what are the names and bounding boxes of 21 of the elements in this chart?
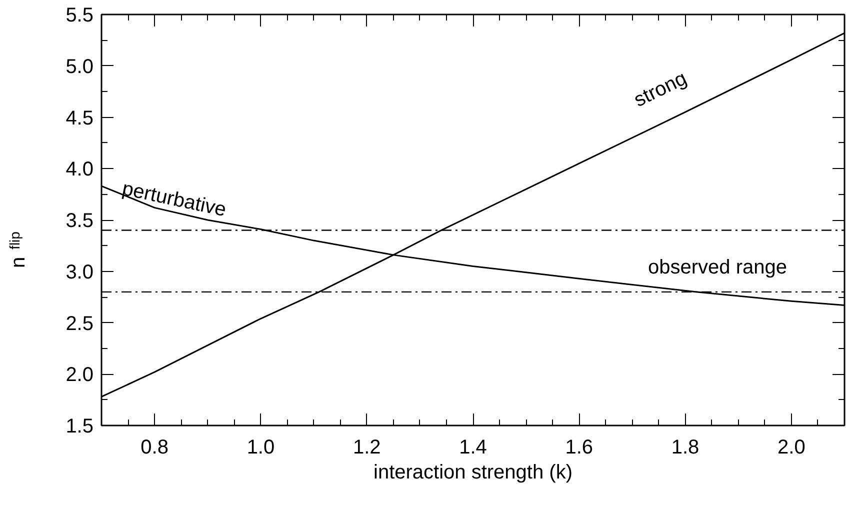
y-tick-label: 1.5	[66, 416, 94, 438]
y-tick-label: 4.5	[66, 107, 94, 130]
x-tick-label: 1.0	[246, 436, 275, 458]
x-tick-label: 2.0	[778, 436, 806, 458]
x-tick-label: 1.4	[459, 436, 487, 458]
x-tick-label: 1.8	[671, 436, 700, 458]
y-tick-label: 5.0	[66, 56, 94, 78]
x-tick-label: 1.6	[565, 436, 594, 458]
y-tick-label: 5.5	[66, 4, 94, 26]
x-tick-label: 0.8	[140, 436, 168, 458]
y-tick-label: 3.0	[66, 261, 94, 284]
y-axis-title: nflip	[6, 231, 30, 268]
y-tick-label: 4.0	[66, 158, 94, 181]
x-tick-label: 1.2	[352, 436, 381, 458]
x-axis-title: interaction strength (k)	[374, 462, 572, 484]
y-tick-label: 2.5	[66, 312, 94, 335]
y-tick-label: 2.0	[66, 364, 94, 386]
annotation: strong	[630, 67, 690, 112]
annotation: observed range	[648, 256, 787, 278]
annotation: perturbative	[120, 178, 228, 222]
y-tick-label: 3.5	[66, 210, 94, 232]
